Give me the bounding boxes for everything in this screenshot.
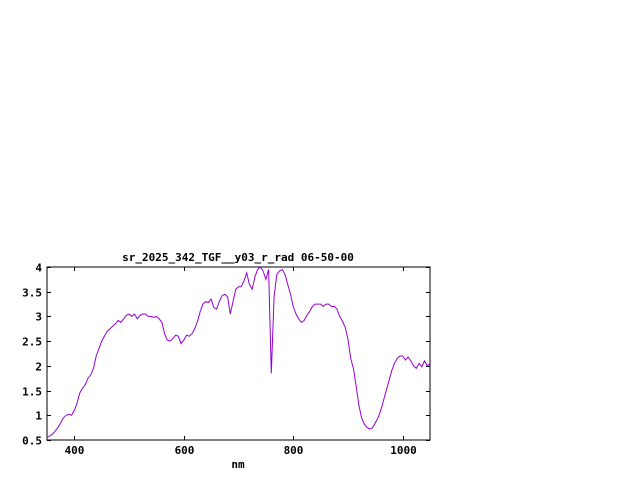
x-axis-label: nm: [231, 458, 245, 471]
y-tick-label: 0.5: [22, 435, 42, 448]
chart-title: sr_2025_342_TGF__y03_r_rad 06-50-00: [122, 251, 354, 264]
y-tick-label: 3.5: [22, 287, 42, 300]
axis-tick-marks: [47, 267, 430, 441]
y-tick-label: 2: [35, 361, 42, 374]
axis-tick-labels: 400 600 800 1000 0.5 1 1.5 2 2.5 3 3.5 4: [22, 262, 417, 458]
y-tick-label: 4: [35, 262, 42, 275]
y-tick-label: 2.5: [22, 336, 42, 349]
x-tick-label: 1000: [390, 444, 417, 457]
y-tick-label: 1.5: [22, 386, 42, 399]
spectrum-line: [46, 266, 431, 438]
x-tick-label: 400: [65, 444, 85, 457]
y-tick-label: 3: [35, 311, 42, 324]
x-tick-label: 800: [284, 444, 304, 457]
y-tick-label: 1: [35, 410, 42, 423]
x-tick-label: 600: [175, 444, 195, 457]
plot-border: [46, 266, 431, 441]
